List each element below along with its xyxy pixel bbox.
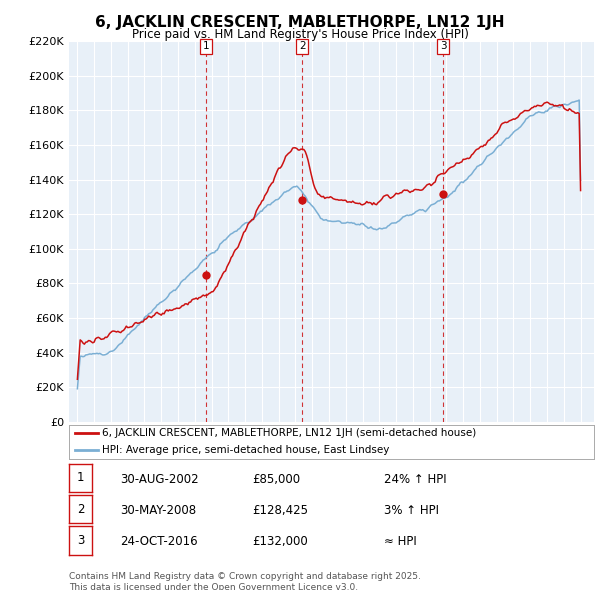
Text: 2: 2 bbox=[299, 41, 305, 51]
Text: 24-OCT-2016: 24-OCT-2016 bbox=[120, 535, 197, 548]
Text: 3: 3 bbox=[77, 534, 84, 547]
Text: 3% ↑ HPI: 3% ↑ HPI bbox=[384, 504, 439, 517]
Bar bbox=[206, 41, 443, 422]
Text: 1: 1 bbox=[203, 41, 209, 51]
Text: 24% ↑ HPI: 24% ↑ HPI bbox=[384, 473, 446, 486]
Text: £128,425: £128,425 bbox=[252, 504, 308, 517]
Text: Contains HM Land Registry data © Crown copyright and database right 2025.
This d: Contains HM Land Registry data © Crown c… bbox=[69, 572, 421, 590]
Text: 6, JACKLIN CRESCENT, MABLETHORPE, LN12 1JH (semi-detached house): 6, JACKLIN CRESCENT, MABLETHORPE, LN12 1… bbox=[101, 428, 476, 438]
Text: 6, JACKLIN CRESCENT, MABLETHORPE, LN12 1JH: 6, JACKLIN CRESCENT, MABLETHORPE, LN12 1… bbox=[95, 15, 505, 30]
Text: £132,000: £132,000 bbox=[252, 535, 308, 548]
Text: 1: 1 bbox=[77, 471, 84, 484]
Text: 2: 2 bbox=[77, 503, 84, 516]
Text: ≈ HPI: ≈ HPI bbox=[384, 535, 417, 548]
Text: Price paid vs. HM Land Registry's House Price Index (HPI): Price paid vs. HM Land Registry's House … bbox=[131, 28, 469, 41]
Text: £85,000: £85,000 bbox=[252, 473, 300, 486]
Text: 30-MAY-2008: 30-MAY-2008 bbox=[120, 504, 196, 517]
Text: 3: 3 bbox=[440, 41, 446, 51]
Text: 30-AUG-2002: 30-AUG-2002 bbox=[120, 473, 199, 486]
Text: HPI: Average price, semi-detached house, East Lindsey: HPI: Average price, semi-detached house,… bbox=[101, 445, 389, 455]
